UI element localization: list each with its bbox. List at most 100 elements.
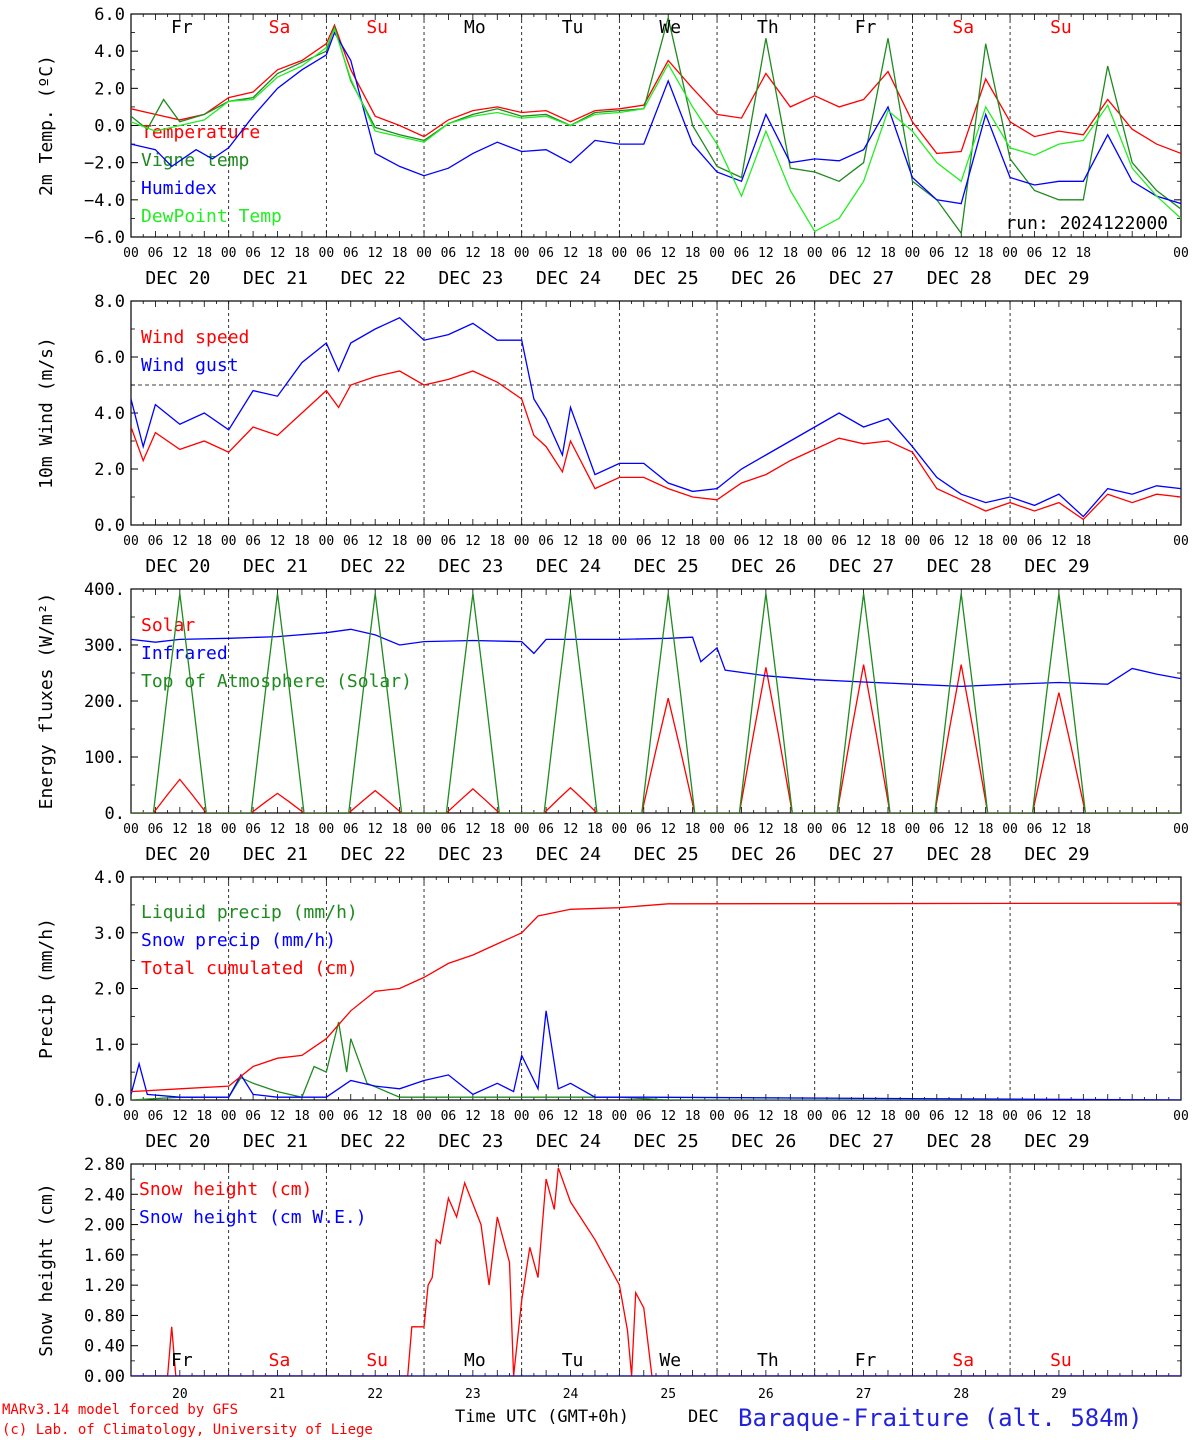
hour-tick-label: 18: [1075, 246, 1091, 261]
day-number-label: 24: [563, 1387, 579, 1402]
hour-tick-label: 00: [221, 534, 237, 549]
hour-tick-label: 18: [587, 246, 603, 261]
hour-tick-label: 18: [978, 1109, 994, 1124]
hour-tick-label: 06: [636, 246, 652, 261]
hour-tick-label: 18: [294, 822, 310, 837]
weekday-label: Sa: [269, 17, 291, 38]
hour-tick-label: 06: [538, 1109, 554, 1124]
series-line-3-3: [131, 593, 1181, 813]
hour-tick-label: 06: [929, 1109, 945, 1124]
weekday-label: Su: [366, 1350, 388, 1371]
hour-tick-label: 12: [563, 534, 579, 549]
hour-tick-label: 00: [1002, 246, 1018, 261]
hour-tick-label: 12: [465, 1109, 481, 1124]
hour-tick-label: 06: [245, 822, 261, 837]
hour-tick-label: 00: [1173, 1109, 1189, 1124]
hour-tick-label: 18: [685, 822, 701, 837]
footer: MARv3.14 model forced by GFS (c) Lab. of…: [2, 1402, 1143, 1438]
hour-tick-label: 00: [319, 822, 335, 837]
day-number-label: 22: [367, 1387, 383, 1402]
hour-tick-label: 12: [367, 534, 383, 549]
hour-tick-label: 06: [636, 1109, 652, 1124]
day-number-label: 20: [172, 1387, 188, 1402]
hour-tick-label: 00: [416, 534, 432, 549]
weekday-label: Su: [1050, 17, 1072, 38]
hour-tick-label: 12: [1051, 246, 1067, 261]
hour-tick-label: 12: [953, 822, 969, 837]
plot-frame: [130, 300, 1182, 526]
day-number-label: 25: [660, 1387, 676, 1402]
hour-tick-label: 00: [416, 246, 432, 261]
weekday-label: Su: [1050, 1350, 1072, 1371]
hour-tick-label: 18: [685, 246, 701, 261]
y-tick-label: 4.0: [94, 42, 125, 62]
hour-tick-label: 12: [856, 534, 872, 549]
hour-tick-label: 18: [294, 1109, 310, 1124]
hour-tick-label: 06: [1027, 246, 1043, 261]
hour-tick-label: 06: [831, 534, 847, 549]
y-axis-label: 10m Wind (m/s): [36, 337, 57, 489]
hour-tick-label: 00: [319, 1109, 335, 1124]
day-label: DEC 20: [145, 844, 210, 865]
hour-tick-label: 06: [734, 1109, 750, 1124]
hour-tick-label: 06: [831, 246, 847, 261]
hour-tick-label: 18: [978, 534, 994, 549]
hour-tick-label: 18: [489, 822, 505, 837]
panel-1: 6.0 4.0 2.0 0.0 −2.0 −4.0 −6.0 2m Temp. (ºC) Tem…: [36, 5, 1189, 289]
legend-entry: Top of Atmosphere (Solar): [141, 671, 412, 692]
legend-entry: Solar: [141, 615, 195, 636]
hour-tick-label: 06: [245, 534, 261, 549]
hour-tick-label: 00: [221, 246, 237, 261]
hour-tick-label: 00: [905, 1109, 921, 1124]
hour-tick-label: 00: [514, 822, 530, 837]
hour-tick-label: 06: [343, 1109, 359, 1124]
legend-entry: Liquid precip (mm/h): [141, 902, 358, 923]
hour-tick-label: 12: [465, 822, 481, 837]
weekday-label: Sa: [269, 1350, 291, 1371]
day-label: DEC 27: [829, 268, 894, 289]
legend-entry: Humidex: [141, 178, 217, 199]
hour-tick-label: 18: [782, 822, 798, 837]
hour-tick-label: 06: [148, 534, 164, 549]
y-tick-label: 0.0: [94, 1091, 125, 1111]
hour-tick-label: 12: [172, 534, 188, 549]
hour-tick-label: 18: [880, 534, 896, 549]
hour-tick-label: 12: [758, 1109, 774, 1124]
y-axis-label: Snow height (cm): [36, 1183, 57, 1356]
hour-tick-label: 18: [782, 246, 798, 261]
day-label: DEC 21: [243, 556, 308, 577]
series-line-1-1: [131, 23, 1181, 155]
day-label: DEC 21: [243, 268, 308, 289]
day-label: DEC 20: [145, 268, 210, 289]
hour-tick-label: 12: [1051, 822, 1067, 837]
hour-tick-label: 12: [563, 822, 579, 837]
hour-tick-label: 06: [441, 534, 457, 549]
y-tick-label: 0.80: [84, 1306, 125, 1326]
hour-tick-label: 06: [343, 534, 359, 549]
legend-entry: Wind gust: [141, 355, 239, 376]
y-tick-label: 400.: [84, 580, 125, 600]
hour-tick-label: 00: [709, 822, 725, 837]
day-number-label: 21: [270, 1387, 286, 1402]
hour-tick-label: 00: [709, 1109, 725, 1124]
day-label: DEC 23: [438, 556, 503, 577]
hour-tick-label: 12: [1051, 534, 1067, 549]
hour-tick-label: 06: [538, 534, 554, 549]
hour-tick-label: 00: [807, 1109, 823, 1124]
series-line-4-3: [131, 902, 1181, 1093]
day-label: DEC 29: [1024, 556, 1089, 577]
x-axis-month: DEC: [688, 1407, 719, 1427]
weekday-label: We: [659, 17, 681, 38]
weekday-label: Tu: [562, 17, 584, 38]
y-tick-label: 300.: [84, 636, 125, 656]
credit-lab: (c) Lab. of Climatology, University of L…: [2, 1422, 373, 1438]
hour-tick-label: 00: [807, 534, 823, 549]
hour-tick-label: 00: [807, 822, 823, 837]
y-tick-label: 6.0: [94, 5, 125, 25]
day-label: DEC 26: [731, 268, 796, 289]
hour-tick-label: 18: [489, 1109, 505, 1124]
hour-tick-label: 00: [612, 1109, 628, 1124]
day-label: DEC 25: [634, 268, 699, 289]
y-tick-label: 0.0: [94, 117, 125, 137]
y-tick-label: 2.80: [84, 1155, 125, 1175]
